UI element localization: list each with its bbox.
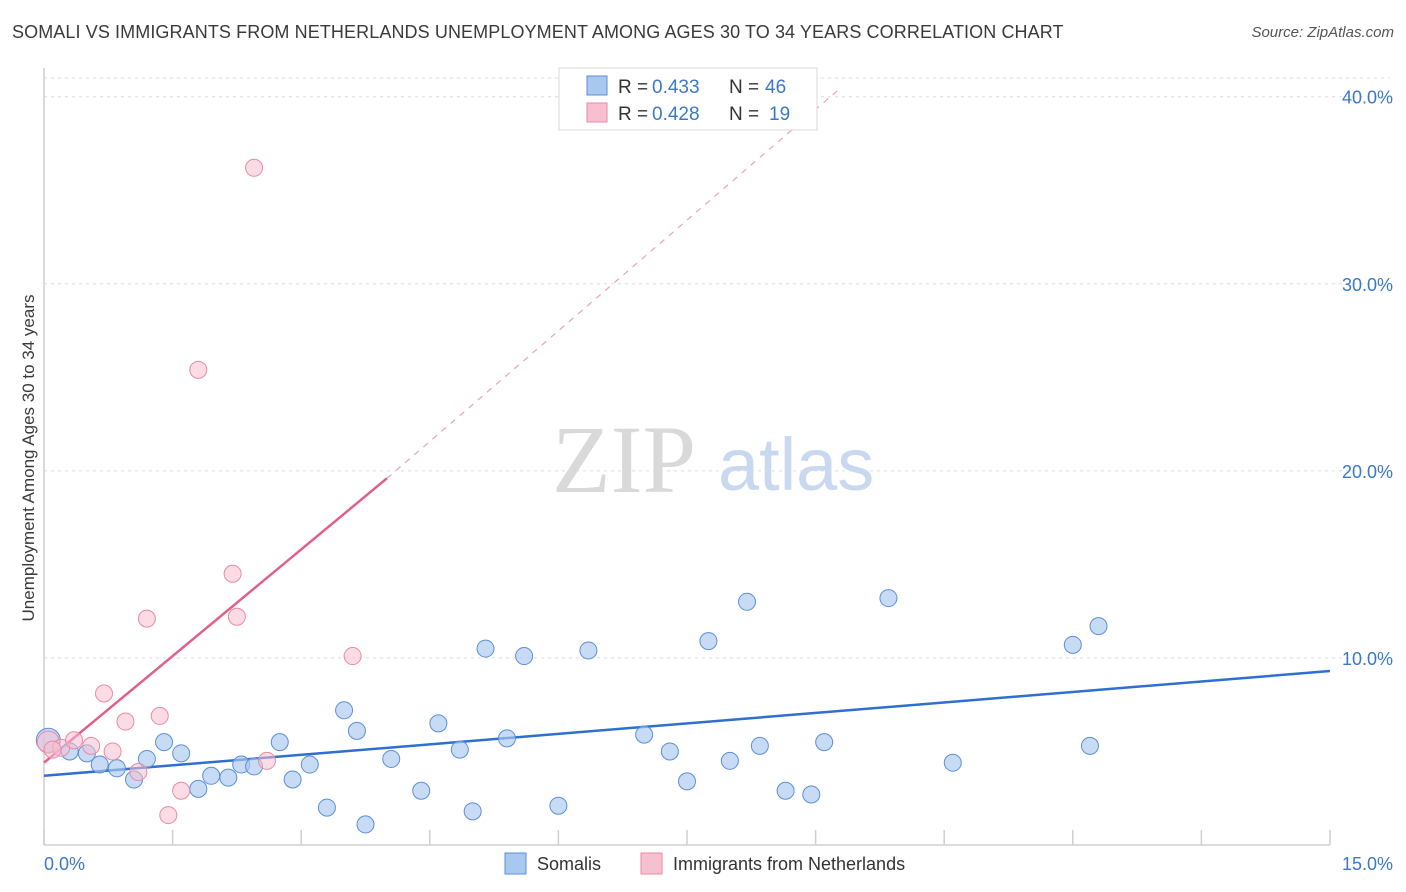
netherlands-trend-extension (386, 86, 842, 479)
somali-point (720, 751, 739, 770)
somali-point (202, 766, 221, 785)
y-tick-label: 20.0% (1342, 462, 1393, 482)
somali-r-label: R = (618, 77, 648, 98)
series-legend: Somalis Immigrants from Netherlands (504, 852, 905, 875)
netherlands-point (227, 607, 246, 626)
somali-points (35, 589, 1108, 834)
netherlands-r-label: R = (618, 104, 648, 125)
somali-point (90, 755, 109, 774)
netherlands-point (245, 158, 264, 177)
netherlands-trend-line (43, 477, 388, 764)
somali-point (738, 592, 757, 611)
somali-point (476, 639, 495, 658)
somali-n-label: N = (729, 77, 759, 98)
somali-point (283, 770, 302, 789)
somali-point (300, 755, 319, 774)
somalis-legend-swatch (504, 852, 527, 875)
netherlands-point (150, 706, 169, 725)
netherlands-point (137, 609, 156, 628)
somali-point (549, 796, 568, 815)
somali-r-value: 0.433 (652, 77, 700, 98)
somali-point (750, 736, 769, 755)
somalis-legend-label: Somalis (537, 854, 601, 874)
somali-point (943, 753, 962, 772)
somali-point (219, 768, 238, 787)
somali-point (137, 749, 156, 768)
netherlands-point (257, 751, 276, 770)
y-tick-label: 40.0% (1342, 88, 1393, 108)
somali-point (1089, 617, 1108, 636)
somali-point (450, 740, 469, 759)
somali-legend-swatch (586, 75, 608, 96)
somali-point (356, 815, 375, 834)
somali-point (189, 779, 208, 798)
somali-point (270, 733, 289, 752)
somali-point (335, 701, 354, 720)
watermark: ZIP atlas (552, 406, 874, 513)
netherlands-n-value: 19 (769, 104, 790, 125)
y-tick-labels: 10.0% 20.0% 30.0% 40.0% (1342, 88, 1393, 669)
netherlands-point (189, 360, 208, 379)
netherlands-point (65, 731, 84, 750)
netherlands-legend-swatch-bottom (640, 852, 663, 875)
somali-point (172, 744, 191, 763)
netherlands-points (36, 158, 362, 825)
somali-point (879, 589, 898, 608)
somali-point (678, 772, 696, 791)
netherlands-point (129, 763, 148, 782)
netherlands-n-label: N = (729, 104, 759, 125)
netherlands-legend-swatch (586, 102, 608, 123)
somali-point (429, 714, 448, 733)
somali-point (1063, 635, 1082, 654)
netherlands-point (82, 736, 101, 755)
netherlands-point (343, 647, 362, 666)
somali-point (515, 647, 534, 666)
somali-point (802, 785, 821, 804)
netherlands-point (103, 742, 122, 761)
y-tick-label: 30.0% (1342, 275, 1393, 295)
somali-point (347, 721, 366, 740)
somali-point (635, 725, 654, 744)
somali-point (317, 798, 336, 817)
netherlands-r-value: 0.428 (652, 104, 700, 125)
somali-point (497, 729, 516, 748)
chart-title: SOMALI VS IMMIGRANTS FROM NETHERLANDS UN… (12, 22, 1064, 42)
netherlands-point (223, 564, 242, 583)
y-tick-label: 10.0% (1342, 649, 1393, 669)
somali-point (107, 759, 126, 778)
x-tick-label-max: 15.0% (1342, 854, 1393, 874)
y-axis-label: Unemployment Among Ages 30 to 34 years (19, 295, 38, 622)
netherlands-legend-label: Immigrants from Netherlands (673, 854, 905, 874)
x-tick-label-min: 0.0% (44, 854, 85, 874)
somali-point (660, 742, 679, 761)
stats-legend: R = 0.433 N = 46 R = 0.428 N = 19 (558, 67, 818, 131)
somali-point (155, 733, 174, 752)
source-label: Source: ZipAtlas.com (1251, 24, 1394, 41)
somali-point (579, 641, 598, 660)
x-ticks: 0.0% 15.0% (43, 830, 1393, 874)
somali-point (1080, 736, 1099, 755)
somali-point (699, 632, 718, 651)
netherlands-point (95, 684, 114, 703)
somali-point (463, 802, 482, 821)
netherlands-point (172, 781, 191, 800)
netherlands-point (43, 740, 62, 759)
watermark-zip: ZIP (552, 406, 696, 513)
netherlands-point (116, 712, 135, 731)
somali-point (412, 781, 431, 800)
somali-point (815, 733, 834, 752)
somali-point (776, 781, 795, 800)
somali-point (382, 749, 401, 768)
netherlands-point (159, 806, 178, 825)
watermark-atlas: atlas (718, 423, 874, 506)
somali-n-value: 46 (765, 77, 786, 98)
